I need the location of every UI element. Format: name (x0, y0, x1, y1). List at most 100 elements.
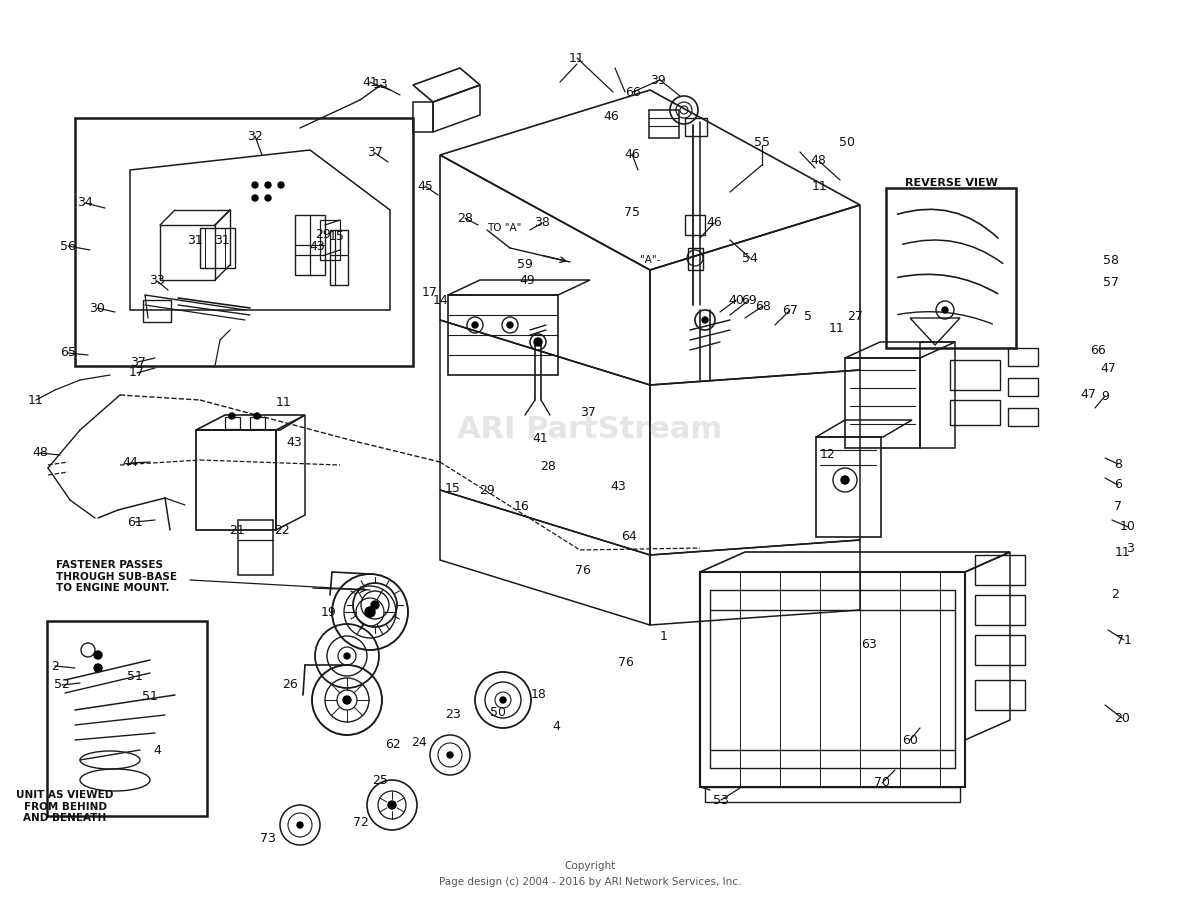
Text: 75: 75 (624, 206, 640, 219)
Bar (975, 595, 1025, 625)
Circle shape (229, 413, 235, 419)
Text: 60: 60 (902, 734, 918, 746)
Bar (649, 110, 678, 138)
Circle shape (535, 338, 542, 346)
Bar (950, 360, 999, 390)
Text: 17: 17 (422, 285, 438, 298)
Text: 20: 20 (1114, 712, 1130, 724)
Circle shape (94, 664, 101, 672)
Text: TO "A": TO "A" (487, 223, 522, 233)
Text: 5: 5 (804, 311, 812, 324)
Text: 52: 52 (54, 678, 70, 692)
Text: 50: 50 (490, 705, 506, 718)
Circle shape (278, 182, 284, 188)
Bar (196, 430, 276, 530)
Text: 37: 37 (581, 405, 596, 418)
Text: 28: 28 (457, 212, 473, 225)
Circle shape (447, 752, 453, 758)
Text: 26: 26 (282, 678, 297, 692)
Circle shape (266, 195, 271, 201)
Text: 4: 4 (552, 720, 560, 733)
Text: 49: 49 (519, 274, 535, 286)
Bar (886, 188, 1016, 348)
Bar (845, 358, 920, 448)
Text: 24: 24 (411, 735, 427, 748)
Text: Copyright: Copyright (564, 861, 616, 871)
Text: 37: 37 (130, 355, 146, 368)
Circle shape (942, 307, 948, 313)
Text: 15: 15 (445, 482, 461, 494)
Circle shape (254, 413, 260, 419)
Circle shape (472, 322, 478, 328)
Text: 46: 46 (624, 147, 640, 161)
Text: 3: 3 (1126, 542, 1134, 554)
Text: 47: 47 (1100, 362, 1116, 375)
Text: 55: 55 (754, 136, 771, 149)
Circle shape (507, 322, 513, 328)
Text: 58: 58 (1103, 254, 1119, 266)
Bar (1008, 348, 1038, 366)
Text: 43: 43 (286, 436, 302, 449)
Text: 31: 31 (188, 234, 203, 246)
Bar (817, 437, 881, 537)
Bar (700, 572, 965, 787)
Circle shape (266, 182, 271, 188)
Bar (448, 295, 558, 375)
Text: 38: 38 (535, 216, 550, 229)
Text: 69: 69 (741, 294, 756, 306)
Text: 17: 17 (129, 366, 145, 379)
Text: 11: 11 (28, 394, 44, 406)
Text: 2: 2 (51, 660, 59, 673)
Text: 48: 48 (32, 446, 48, 460)
Text: 11: 11 (812, 179, 828, 193)
Text: 41: 41 (362, 75, 378, 88)
Text: FASTENER PASSES
THROUGH SUB-BASE
TO ENGINE MOUNT.: FASTENER PASSES THROUGH SUB-BASE TO ENGI… (55, 560, 177, 594)
Text: 32: 32 (247, 129, 263, 143)
Text: 61: 61 (127, 515, 143, 528)
Bar (686, 118, 707, 136)
Text: 53: 53 (713, 794, 729, 806)
Text: 11: 11 (276, 396, 291, 409)
Text: 48: 48 (809, 155, 826, 167)
Text: 51: 51 (142, 691, 158, 704)
Text: 13: 13 (373, 78, 389, 92)
Text: 18: 18 (531, 688, 548, 702)
Text: 59: 59 (517, 258, 533, 272)
Text: 65: 65 (60, 346, 76, 359)
Circle shape (297, 822, 303, 828)
Text: 2: 2 (1112, 588, 1119, 602)
Text: 72: 72 (353, 815, 369, 828)
Text: ARI PartStream: ARI PartStream (458, 415, 722, 445)
Circle shape (500, 697, 506, 703)
Bar (238, 520, 273, 575)
Circle shape (371, 601, 379, 609)
Text: 73: 73 (260, 833, 276, 845)
Text: 11: 11 (830, 322, 845, 335)
Bar (704, 787, 961, 802)
Bar (199, 228, 235, 268)
Text: 7: 7 (1114, 500, 1122, 513)
Text: 71: 71 (1116, 634, 1132, 646)
Text: 47: 47 (1080, 387, 1096, 401)
Text: 4: 4 (153, 744, 160, 756)
Circle shape (345, 653, 350, 659)
Bar (950, 400, 999, 425)
Text: 66: 66 (1090, 344, 1106, 356)
Bar (686, 215, 704, 235)
Bar (975, 680, 1025, 710)
Text: 11: 11 (569, 52, 585, 65)
Bar (250, 417, 266, 429)
Text: 23: 23 (445, 708, 461, 722)
Circle shape (388, 801, 396, 809)
Circle shape (702, 317, 708, 323)
Text: UNIT AS VIEWED
FROM BEHIND
AND BENEATH: UNIT AS VIEWED FROM BEHIND AND BENEATH (17, 790, 113, 824)
Text: 16: 16 (514, 501, 530, 514)
Text: 62: 62 (385, 738, 401, 752)
Text: 37: 37 (367, 146, 384, 159)
Text: 70: 70 (874, 776, 890, 790)
Text: 68: 68 (755, 299, 771, 313)
Text: 27: 27 (847, 311, 863, 324)
Circle shape (365, 607, 375, 617)
Text: 54: 54 (742, 252, 758, 265)
Bar (975, 555, 1025, 585)
